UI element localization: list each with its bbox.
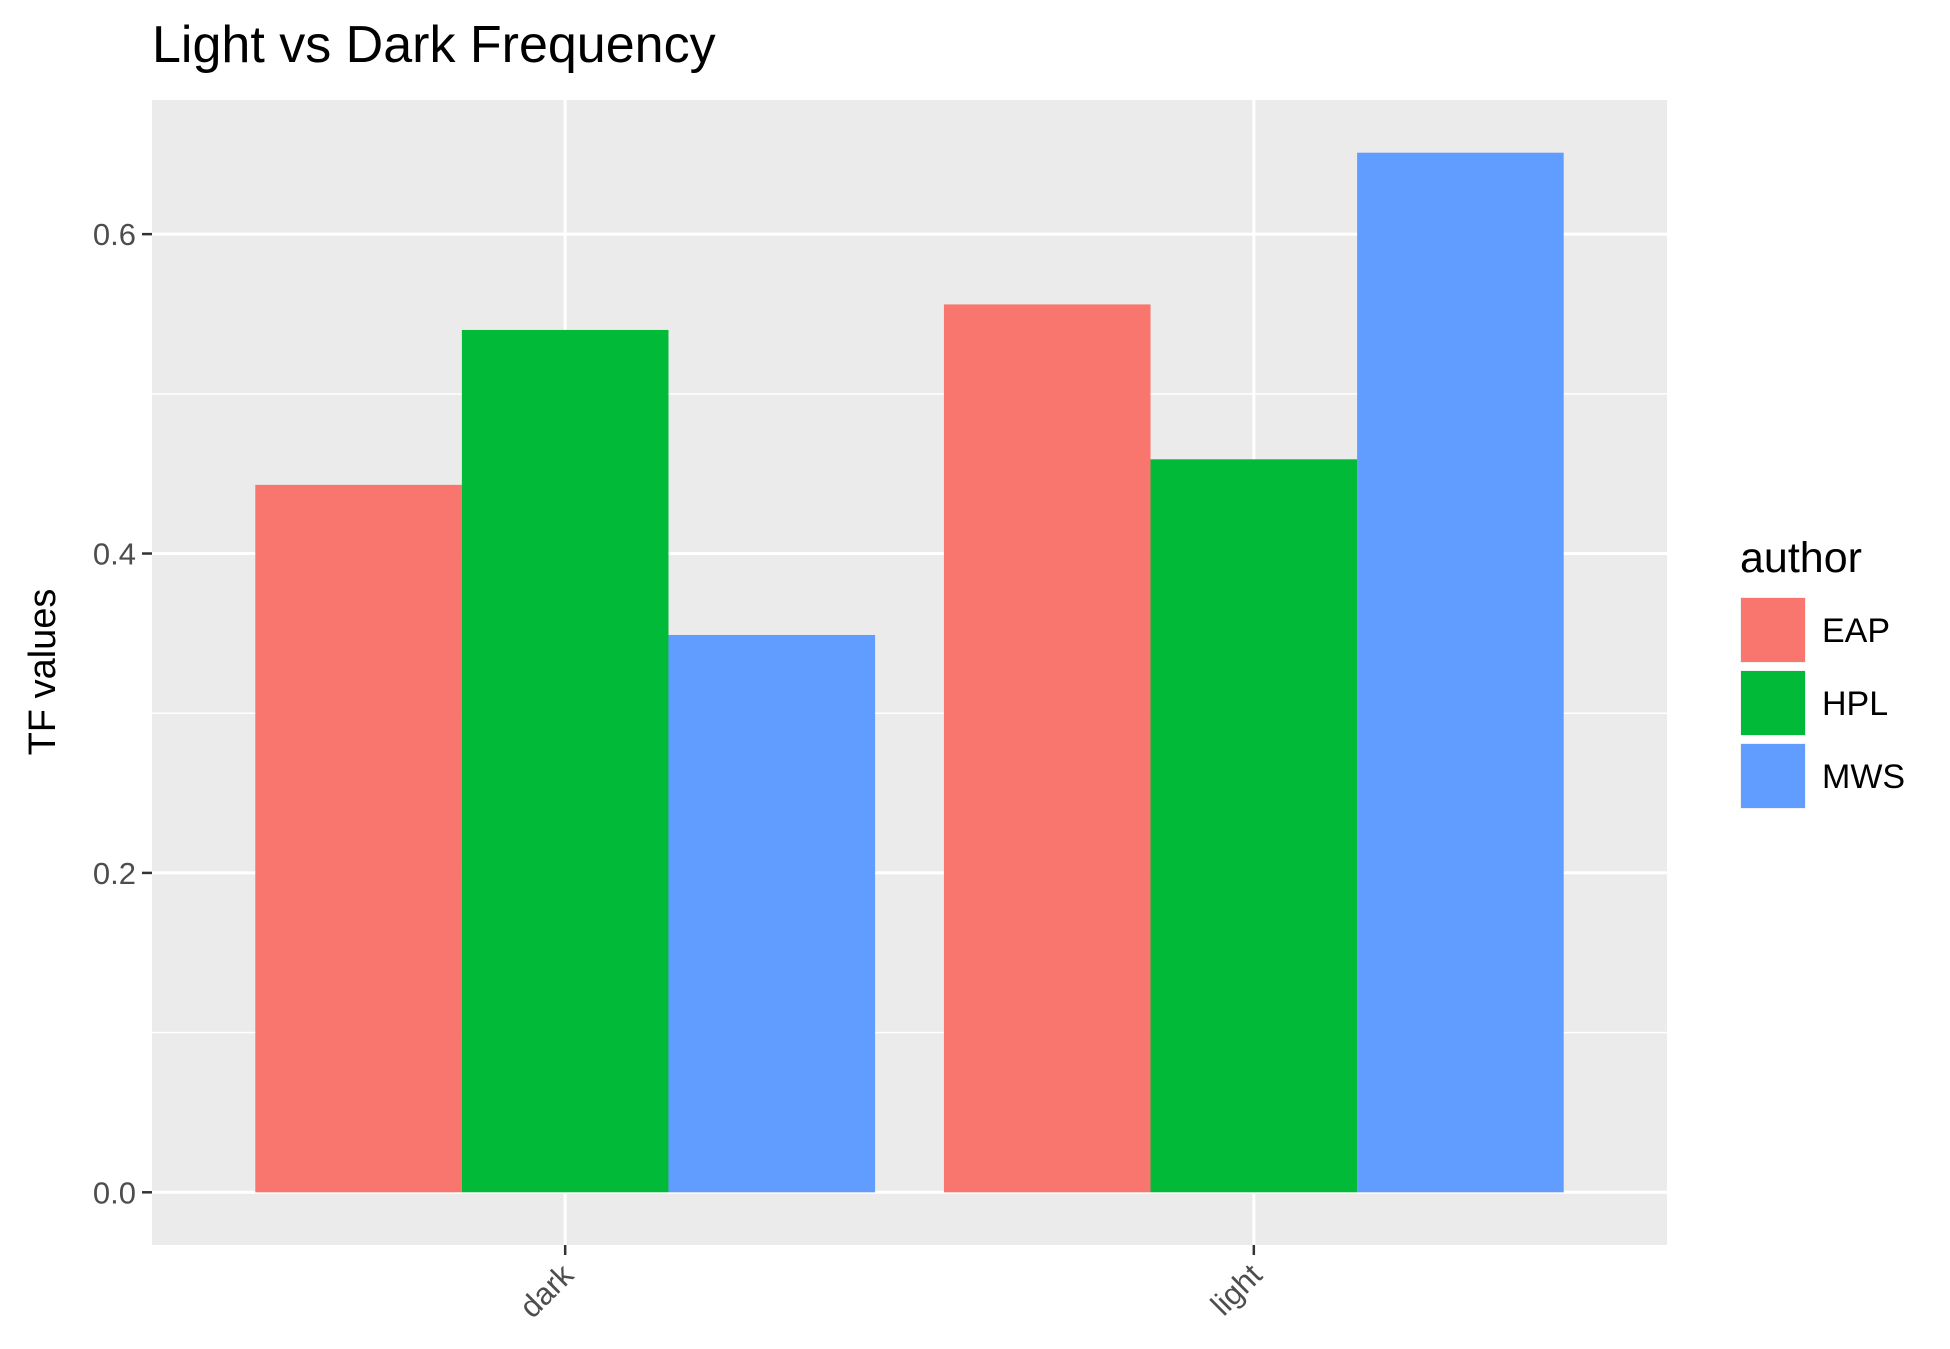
y-tick-label: 0.2	[93, 856, 136, 891]
bars	[255, 152, 1564, 1193]
legend-swatch-EAP	[1741, 598, 1805, 662]
x-tick-label-dark: dark	[513, 1257, 581, 1325]
y-tick-label: 0.0	[93, 1175, 136, 1210]
legend-swatch-MWS	[1741, 744, 1805, 808]
y-tick-label: 0.6	[93, 217, 136, 252]
bar-EAP-light	[943, 304, 1151, 1193]
bar-MWS-light	[1357, 152, 1564, 1193]
chart-title: Light vs Dark Frequency	[152, 16, 716, 74]
x-tick-label-light: light	[1204, 1257, 1269, 1322]
y-axis: 0.0 0.2 0.4 0.6	[93, 217, 152, 1210]
legend-label-EAP: EAP	[1822, 612, 1890, 650]
legend-swatch-HPL	[1741, 671, 1805, 735]
x-axis: dark light	[513, 1245, 1269, 1325]
bar-HPL-light	[1150, 459, 1358, 1193]
legend-label-HPL: HPL	[1822, 685, 1888, 723]
y-axis-label: TF values	[22, 589, 64, 756]
bar-HPL-dark	[461, 329, 669, 1193]
legend-title: author	[1740, 534, 1862, 582]
y-tick-label: 0.4	[93, 537, 136, 572]
bar-EAP-dark	[255, 484, 462, 1193]
legend: EAP HPL MWS	[1740, 597, 1905, 809]
legend-label-MWS: MWS	[1822, 758, 1905, 796]
bar-MWS-dark	[668, 634, 876, 1193]
